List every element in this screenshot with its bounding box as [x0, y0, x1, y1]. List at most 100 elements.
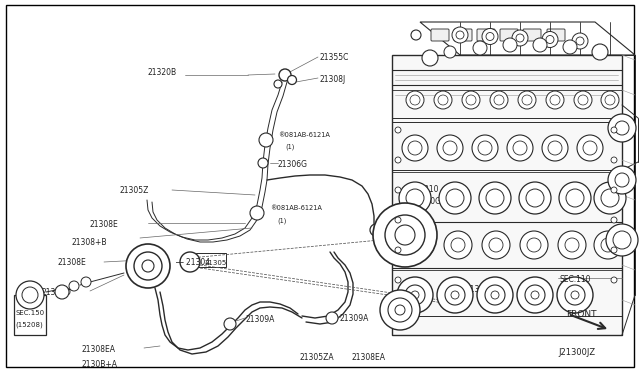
FancyBboxPatch shape — [431, 29, 449, 41]
Text: SEC.150: SEC.150 — [15, 310, 44, 316]
Bar — [14, 295, 46, 335]
Circle shape — [397, 277, 433, 313]
Circle shape — [385, 215, 425, 255]
Circle shape — [81, 277, 91, 287]
Circle shape — [565, 238, 579, 252]
Circle shape — [522, 95, 532, 105]
Circle shape — [478, 141, 492, 155]
Text: (11060G): (11060G) — [408, 197, 444, 206]
Circle shape — [526, 189, 544, 207]
Circle shape — [405, 285, 425, 305]
Circle shape — [406, 189, 424, 207]
Circle shape — [422, 50, 438, 66]
Text: ®081AB-6121A: ®081AB-6121A — [270, 205, 322, 211]
Circle shape — [395, 187, 401, 193]
Circle shape — [601, 238, 615, 252]
Text: (1): (1) — [285, 144, 294, 151]
Circle shape — [395, 127, 401, 133]
Circle shape — [395, 157, 401, 163]
Circle shape — [437, 277, 473, 313]
Circle shape — [395, 277, 401, 283]
Circle shape — [513, 141, 527, 155]
Circle shape — [516, 34, 524, 42]
Text: ®081AB-6121A: ®081AB-6121A — [278, 132, 330, 138]
Circle shape — [399, 182, 431, 214]
Circle shape — [611, 127, 617, 133]
Circle shape — [439, 182, 471, 214]
Circle shape — [572, 33, 588, 49]
Circle shape — [482, 29, 498, 45]
Circle shape — [259, 133, 273, 147]
Circle shape — [473, 41, 487, 55]
Text: 21305Z: 21305Z — [120, 186, 149, 195]
Circle shape — [410, 95, 420, 105]
Circle shape — [518, 91, 536, 109]
Circle shape — [613, 231, 631, 249]
Circle shape — [452, 27, 468, 43]
Circle shape — [142, 260, 154, 272]
Circle shape — [250, 206, 264, 220]
Circle shape — [557, 277, 593, 313]
Circle shape — [462, 91, 480, 109]
Circle shape — [525, 285, 545, 305]
Circle shape — [485, 285, 505, 305]
Circle shape — [494, 95, 504, 105]
Circle shape — [411, 291, 419, 299]
Circle shape — [565, 285, 585, 305]
Circle shape — [444, 46, 456, 58]
Circle shape — [224, 318, 236, 330]
Circle shape — [531, 291, 539, 299]
Text: 21320B: 21320B — [148, 68, 177, 77]
Circle shape — [126, 244, 170, 288]
Circle shape — [180, 252, 200, 272]
Circle shape — [438, 95, 448, 105]
Circle shape — [611, 187, 617, 193]
Circle shape — [548, 141, 562, 155]
Circle shape — [406, 231, 434, 259]
Circle shape — [601, 189, 619, 207]
Text: (15208): (15208) — [15, 322, 43, 328]
Circle shape — [479, 182, 511, 214]
FancyBboxPatch shape — [547, 29, 565, 41]
Circle shape — [370, 224, 382, 236]
Circle shape — [490, 91, 508, 109]
Circle shape — [519, 182, 551, 214]
Circle shape — [571, 291, 579, 299]
Circle shape — [605, 95, 615, 105]
Circle shape — [388, 298, 412, 322]
Circle shape — [559, 182, 591, 214]
Text: 21309A: 21309A — [340, 314, 369, 323]
Circle shape — [601, 91, 619, 109]
Text: 21308J: 21308J — [320, 75, 346, 84]
Circle shape — [466, 95, 476, 105]
Circle shape — [583, 141, 597, 155]
Circle shape — [472, 135, 498, 161]
Circle shape — [434, 91, 452, 109]
Circle shape — [258, 158, 268, 168]
Text: (1): (1) — [277, 218, 286, 224]
Circle shape — [380, 290, 420, 330]
Text: 21355C: 21355C — [320, 53, 349, 62]
Circle shape — [520, 231, 548, 259]
Circle shape — [326, 312, 338, 324]
Text: 21305ZA: 21305ZA — [300, 353, 335, 362]
Circle shape — [533, 38, 547, 52]
Circle shape — [592, 44, 608, 60]
Circle shape — [395, 305, 405, 315]
Circle shape — [69, 281, 79, 291]
Circle shape — [563, 40, 577, 54]
Circle shape — [444, 231, 472, 259]
FancyBboxPatch shape — [454, 29, 472, 41]
Text: J21300JZ: J21300JZ — [558, 348, 595, 357]
Circle shape — [594, 231, 622, 259]
Circle shape — [517, 277, 553, 313]
Circle shape — [611, 157, 617, 163]
Circle shape — [413, 238, 427, 252]
FancyBboxPatch shape — [523, 29, 541, 41]
Circle shape — [55, 285, 69, 299]
Circle shape — [443, 141, 457, 155]
Circle shape — [611, 247, 617, 253]
Circle shape — [451, 291, 459, 299]
Text: 21308EA: 21308EA — [390, 226, 424, 235]
Circle shape — [489, 238, 503, 252]
